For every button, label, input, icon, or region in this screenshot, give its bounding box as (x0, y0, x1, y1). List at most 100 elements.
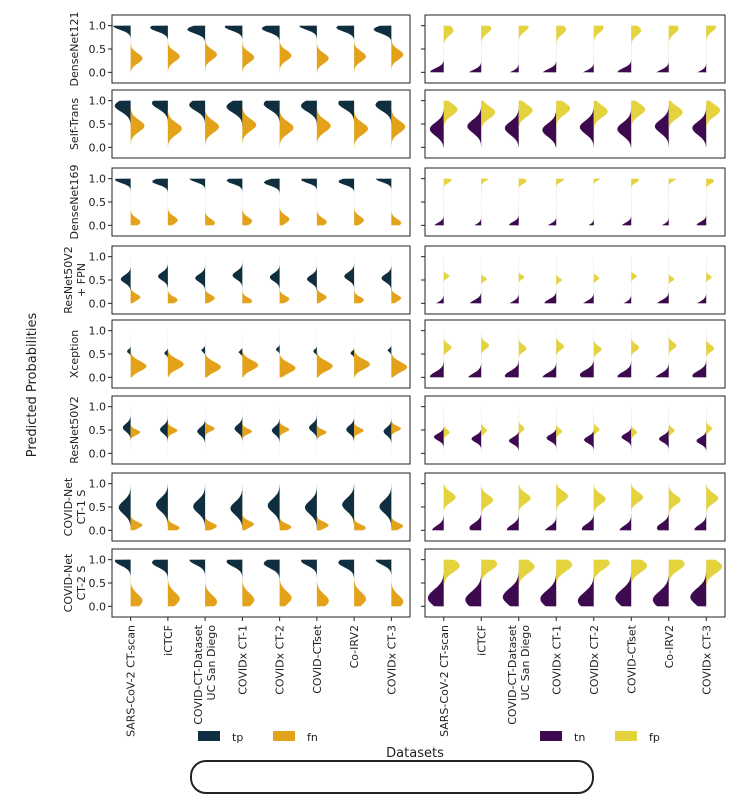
tn-violin (540, 559, 557, 607)
fn-violin (130, 178, 141, 226)
tp-violin (313, 330, 317, 378)
tn-violin (696, 178, 707, 226)
legend-swatch-fn (273, 731, 295, 741)
fp-violin (556, 559, 573, 607)
tp-violin (189, 100, 206, 148)
left-panel-row-5: 0.0 0.5 1.0 (89, 395, 411, 465)
fp-violin (668, 559, 685, 607)
legend-label-fn: fn (307, 731, 318, 744)
tn-violin (547, 178, 557, 226)
fn-violin (279, 406, 290, 454)
fn-violin (316, 100, 331, 148)
y-tick-label: 0.0 (89, 524, 107, 537)
tn-violin (467, 330, 482, 378)
panel-frame (424, 548, 726, 618)
fn-violin (316, 178, 327, 226)
fp-violin (481, 178, 490, 226)
y-tick-label: 1.0 (89, 173, 107, 186)
tp-violin (164, 330, 168, 378)
tp-violin (120, 256, 131, 304)
fp-violin (706, 559, 723, 607)
fp-violin (631, 100, 646, 148)
fp-violin (631, 406, 638, 454)
tn-violin (582, 25, 594, 73)
tn-violin (467, 100, 482, 148)
tn-violin (579, 100, 594, 148)
tn-violin (696, 256, 707, 304)
panel-frame (424, 319, 726, 389)
fp-violin (706, 100, 721, 148)
fn-violin (205, 559, 217, 607)
fn-violin (391, 25, 404, 73)
fp-violin (481, 483, 494, 531)
fp-violin (556, 330, 565, 378)
fn-violin (205, 330, 221, 378)
panel-frame (111, 89, 411, 159)
x-tick-label: COVID-CT-DatasetUC San Diego (192, 624, 218, 724)
fp-violin (631, 25, 642, 73)
tp-violin (149, 25, 168, 73)
tp-violin (230, 483, 243, 531)
violin-figure: 0.00.51.00.00.51.00.00.51.00.00.51.00.00… (25, 11, 726, 761)
fp-violin (706, 483, 719, 531)
tp-violin (346, 406, 355, 454)
fn-violin (279, 100, 294, 148)
y-tick-label: 0.0 (89, 297, 107, 310)
tn-violin (697, 25, 707, 73)
tn-violin (509, 406, 519, 454)
tn-violin (427, 559, 444, 607)
panel-frame (111, 245, 411, 315)
fn-violin (279, 483, 292, 531)
tn-violin (429, 25, 444, 73)
panel-frame (424, 395, 726, 465)
tn-violin (429, 100, 444, 148)
tp-violin (187, 25, 206, 73)
panel-frame (111, 14, 411, 84)
tp-violin (155, 483, 168, 531)
row-label: ResNet50V2+ FPN (62, 246, 88, 313)
right-panel-row-4 (421, 319, 726, 389)
fp-violin (443, 330, 452, 378)
y-tick-label: 0.0 (89, 371, 107, 384)
tp-violin (379, 483, 392, 531)
tn-violin (579, 330, 594, 378)
tp-violin (301, 100, 317, 148)
fn-violin (279, 178, 290, 226)
fn-violin (279, 25, 292, 73)
tn-violin (659, 406, 669, 454)
tp-violin (157, 256, 168, 304)
tp-violin (338, 178, 355, 226)
fn-violin (391, 559, 404, 607)
fp-violin (481, 25, 492, 73)
fn-violin (354, 559, 367, 607)
fp-violin (668, 256, 675, 304)
tp-violin (238, 330, 243, 378)
tn-violin (657, 256, 669, 304)
fp-violin (668, 100, 683, 148)
fp-violin (443, 256, 450, 304)
tn-violin (577, 559, 594, 607)
fp-violin (443, 100, 458, 148)
tn-violin (617, 330, 632, 378)
fp-violin (556, 25, 567, 73)
tp-violin (224, 25, 243, 73)
fp-violin (518, 178, 527, 226)
tp-violin (159, 406, 168, 454)
tp-violin (197, 406, 206, 454)
fp-violin (631, 483, 644, 531)
y-tick-label: 0.5 (89, 424, 107, 437)
fp-violin (481, 330, 490, 378)
tp-violin (338, 559, 355, 607)
fp-violin (518, 406, 525, 454)
x-tick-label: Co-IRV2 (663, 625, 676, 668)
fp-violin (706, 256, 712, 304)
tn-violin (588, 178, 594, 226)
tp-violin (195, 256, 206, 304)
row-label: COVID-NetCT-2 S (62, 553, 88, 612)
fn-violin (391, 330, 408, 378)
fn-violin (354, 256, 364, 304)
fn-violin (167, 256, 178, 304)
bottom-overlay-bar (190, 760, 594, 794)
tp-violin (387, 330, 392, 378)
tn-violin (431, 483, 444, 531)
